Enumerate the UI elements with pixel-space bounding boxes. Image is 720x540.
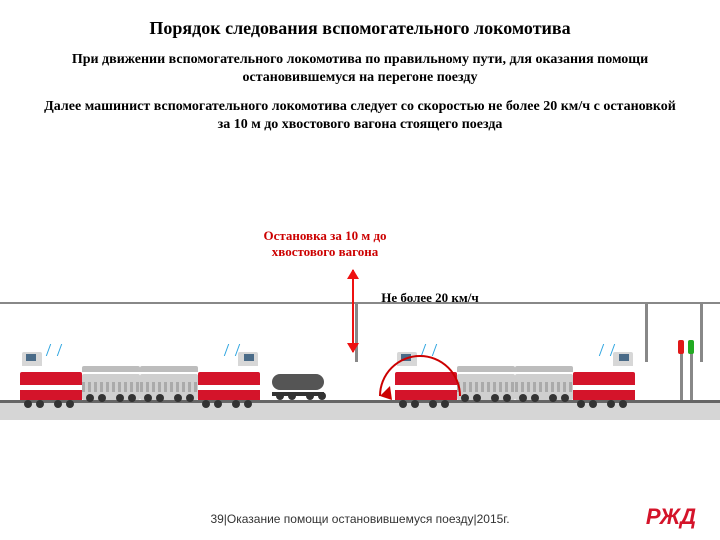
signal-head — [678, 340, 684, 354]
signal-head — [688, 340, 694, 354]
aux-loco-back — [573, 364, 635, 402]
catenary-post — [700, 302, 703, 362]
callout-stop-distance: Остановка за 10 м до хвостового вагона — [235, 228, 415, 260]
motion-arc-icon — [360, 326, 480, 406]
page-title: Порядок следования вспомогательного локо… — [0, 0, 720, 49]
footer-text: 39|Оказание помощи остановившемуся поезд… — [0, 512, 720, 526]
stopped-train-tanker — [272, 372, 324, 400]
stopped-train-loco-back — [198, 364, 260, 402]
signal-post — [680, 350, 683, 400]
callout-stop-line2: хвостового вагона — [272, 244, 378, 259]
aux-loco-car — [515, 366, 573, 402]
catenary-post — [355, 302, 358, 362]
subtitle: При движении вспомогательного локомотива… — [0, 49, 720, 96]
callout-stop-line1: Остановка за 10 м до — [263, 228, 386, 243]
gap-distance-arrow — [352, 270, 354, 352]
catenary-wire — [0, 302, 720, 304]
stopped-train-car — [140, 366, 198, 402]
stopped-train-loco-front — [20, 364, 82, 402]
track-diagram — [0, 270, 720, 450]
signal-post — [690, 350, 693, 400]
stopped-train-car — [82, 366, 140, 402]
rzd-logo: РЖД — [646, 504, 696, 530]
catenary-post — [645, 302, 648, 362]
body-paragraph: Далее машинист вспомогательного локомоти… — [0, 96, 720, 145]
